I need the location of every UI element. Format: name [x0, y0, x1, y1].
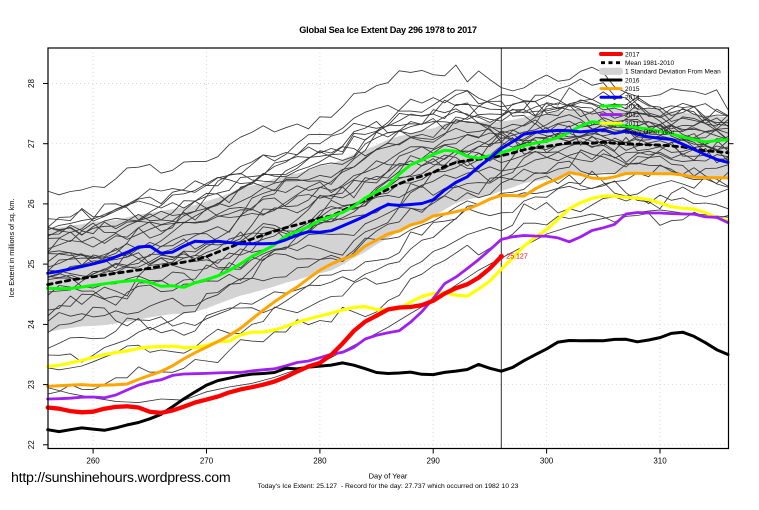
svg-text:270: 270 [200, 457, 214, 466]
svg-text:26: 26 [27, 199, 36, 208]
svg-text:1 Standard Deviation From Mean: 1 Standard Deviation From Mean [625, 69, 721, 76]
svg-text:300: 300 [540, 457, 554, 466]
svg-text:2017: 2017 [625, 51, 640, 58]
svg-text:Today's Ice Extent: 25.127 -: Today's Ice Extent: 25.127 - Record for … [258, 483, 519, 490]
svg-text:24: 24 [27, 319, 36, 328]
svg-text:260: 260 [86, 457, 100, 466]
svg-text:27: 27 [27, 139, 36, 148]
svg-text:2015: 2015 [625, 86, 640, 93]
svg-text:Day of Year: Day of Year [369, 472, 408, 481]
svg-text:2013: 2013 [625, 103, 640, 110]
svg-text:2016: 2016 [625, 77, 640, 84]
svg-text:Mean 1981-2010: Mean 1981-2010 [625, 60, 675, 67]
svg-text:Ice Extent in millions of sq.: Ice Extent in millions of sq. km. [7, 199, 16, 298]
svg-text:Every Other Year: Every Other Year [625, 129, 675, 136]
svg-text:280: 280 [313, 457, 327, 466]
svg-text:http://sunshinehours.wordpress: http://sunshinehours.wordpress.com [11, 470, 230, 486]
svg-text:28: 28 [27, 79, 36, 88]
svg-text:2012: 2012 [625, 112, 640, 119]
svg-text:23: 23 [27, 380, 36, 389]
svg-text:25.127: 25.127 [506, 254, 528, 261]
svg-text:22: 22 [27, 440, 36, 449]
svg-text:Global Sea Ice Extent Day 296: Global Sea Ice Extent Day 296 1978 to 20… [299, 25, 477, 35]
svg-text:25: 25 [27, 259, 36, 268]
svg-text:290: 290 [427, 457, 441, 466]
svg-text:310: 310 [653, 457, 667, 466]
svg-text:2014: 2014 [625, 95, 640, 102]
svg-text:2011: 2011 [625, 121, 639, 128]
